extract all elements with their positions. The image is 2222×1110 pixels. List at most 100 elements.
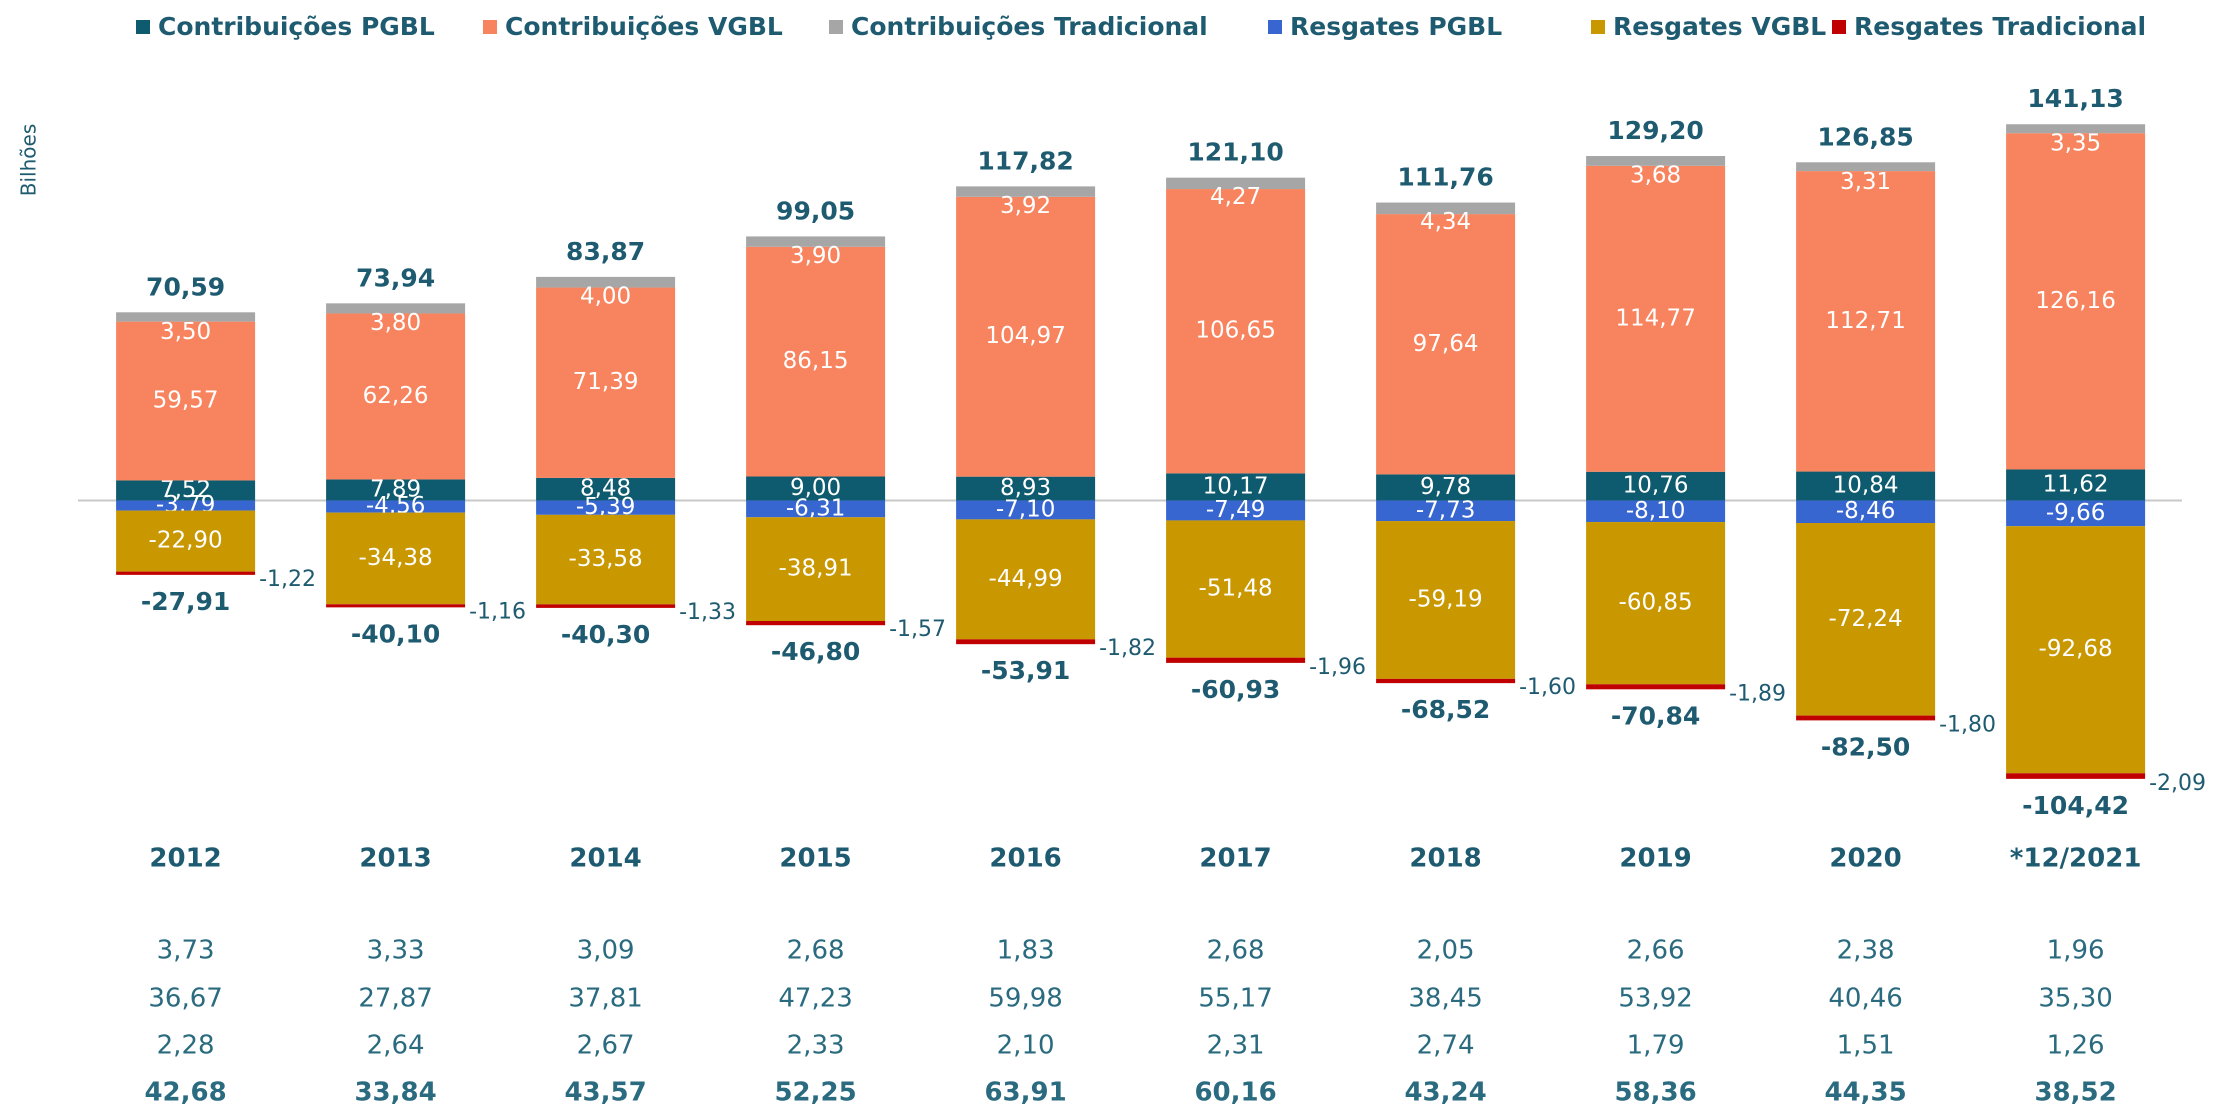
x-tick-label: 2019 [1619, 844, 1691, 874]
data-label: 3,80 [370, 310, 421, 336]
data-label: 10,84 [1833, 473, 1899, 499]
table-cell: 43,57 [564, 1078, 646, 1108]
data-label: 10,76 [1623, 473, 1689, 499]
table-cell: 2,74 [1417, 1031, 1475, 1061]
total-label: 83,87 [566, 237, 645, 266]
data-label: -1,16 [469, 599, 526, 624]
table-cell: 59,98 [988, 984, 1062, 1014]
total-label: 141,13 [2027, 84, 2123, 113]
data-label: -9,66 [2046, 500, 2106, 526]
bar-segment [116, 480, 256, 501]
data-label: -8,46 [1836, 498, 1896, 524]
bar-segment [746, 236, 886, 247]
table-cell: 3,33 [367, 936, 425, 966]
total-label: -60,93 [1191, 675, 1280, 704]
table-cell: 2,10 [997, 1031, 1055, 1061]
data-label: 126,16 [2035, 288, 2115, 314]
bar-segment [2006, 500, 2146, 527]
bar-segment [746, 246, 886, 477]
bar-segment [956, 519, 1096, 640]
data-label: -1,22 [259, 567, 316, 592]
legend-swatch [829, 20, 843, 34]
table-cell: 2,28 [157, 1031, 215, 1061]
bar-segment [116, 500, 256, 511]
table-cell: 63,91 [984, 1078, 1066, 1108]
bar-segment [116, 571, 256, 575]
x-tick-label: 2017 [1199, 844, 1271, 874]
data-label: -2,09 [2149, 771, 2206, 796]
bar-segment [536, 604, 676, 608]
table-cell: 3,73 [157, 936, 215, 966]
data-label: 3,35 [2050, 131, 2101, 157]
table-cell: 2,05 [1417, 936, 1475, 966]
x-tick-label: 2012 [149, 844, 221, 874]
data-label: 9,78 [1420, 474, 1471, 500]
data-label: -1,82 [1099, 636, 1156, 661]
data-label: 8,48 [580, 476, 631, 502]
table-cell: 1,51 [1837, 1031, 1895, 1061]
bar-segment [1796, 171, 1936, 472]
legend-label: Contribuições VGBL [505, 12, 783, 41]
legend-label: Resgates Tradicional [1854, 12, 2146, 41]
bar-segment [956, 476, 1096, 501]
bar-segment [746, 517, 886, 622]
data-label: -72,24 [1829, 606, 1903, 632]
data-label: 4,00 [580, 283, 631, 309]
table-cell: 38,52 [2034, 1078, 2116, 1108]
data-label: 4,34 [1420, 209, 1471, 235]
data-label: -8,10 [1626, 498, 1686, 524]
bar-segment [1796, 500, 1936, 524]
total-label: -53,91 [981, 656, 1070, 685]
data-label: 4,27 [1210, 184, 1261, 210]
total-label: -70,84 [1611, 701, 1700, 730]
legend-swatch [1832, 20, 1846, 34]
total-label: -104,42 [2022, 791, 2129, 820]
bar-segment [326, 313, 466, 480]
bar-segment [116, 510, 256, 572]
table-cell: 43,24 [1404, 1078, 1486, 1108]
bar-segment [1376, 678, 1516, 684]
data-label: 71,39 [573, 369, 639, 395]
bar-segment [1166, 657, 1306, 663]
table-cell: 40,46 [1828, 984, 1902, 1014]
table-cell: 2,64 [367, 1031, 425, 1061]
data-label: -59,19 [1409, 586, 1483, 612]
legend-swatch [483, 20, 497, 34]
table-cell: 60,16 [1194, 1078, 1276, 1108]
table-cell: 2,68 [787, 936, 845, 966]
table-cell: 1,83 [997, 936, 1055, 966]
bar-segment [326, 479, 466, 501]
table-cell: 58,36 [1614, 1078, 1696, 1108]
bar-segment [1166, 473, 1306, 501]
table-cell: 38,45 [1408, 984, 1482, 1014]
total-label: 111,76 [1397, 163, 1493, 192]
table-cell: 2,31 [1207, 1031, 1265, 1061]
table-cell: 1,96 [2047, 936, 2105, 966]
bar-segment [746, 500, 886, 518]
bar-segment [536, 276, 676, 288]
bar-segment [1796, 715, 1936, 721]
bar-segment [1586, 471, 1726, 501]
data-label: -33,58 [569, 546, 643, 572]
bar-segment [326, 500, 466, 513]
bar-segment [956, 639, 1096, 645]
table-cell: 3,09 [577, 936, 635, 966]
bar-segment [1796, 523, 1936, 716]
data-label: -1,60 [1519, 675, 1576, 700]
total-label: 73,94 [356, 263, 435, 292]
x-tick-label: *12/2021 [2010, 844, 2142, 874]
data-label: 104,97 [985, 323, 1065, 349]
table-cell: 36,67 [148, 984, 222, 1014]
legend-swatch [136, 20, 150, 34]
data-label: -7,10 [996, 496, 1056, 522]
bar-segment [1586, 500, 1726, 523]
bar-segment [1166, 500, 1306, 521]
x-tick-label: 2016 [989, 844, 1061, 874]
table-cell: 2,68 [1207, 936, 1265, 966]
total-label: 99,05 [776, 196, 855, 225]
bar-segment [116, 321, 256, 481]
legend-label: Contribuições Tradicional [851, 12, 1208, 41]
table-cell: 33,84 [354, 1078, 436, 1108]
bar-segment [1376, 474, 1516, 501]
bar-segment [1586, 156, 1726, 166]
